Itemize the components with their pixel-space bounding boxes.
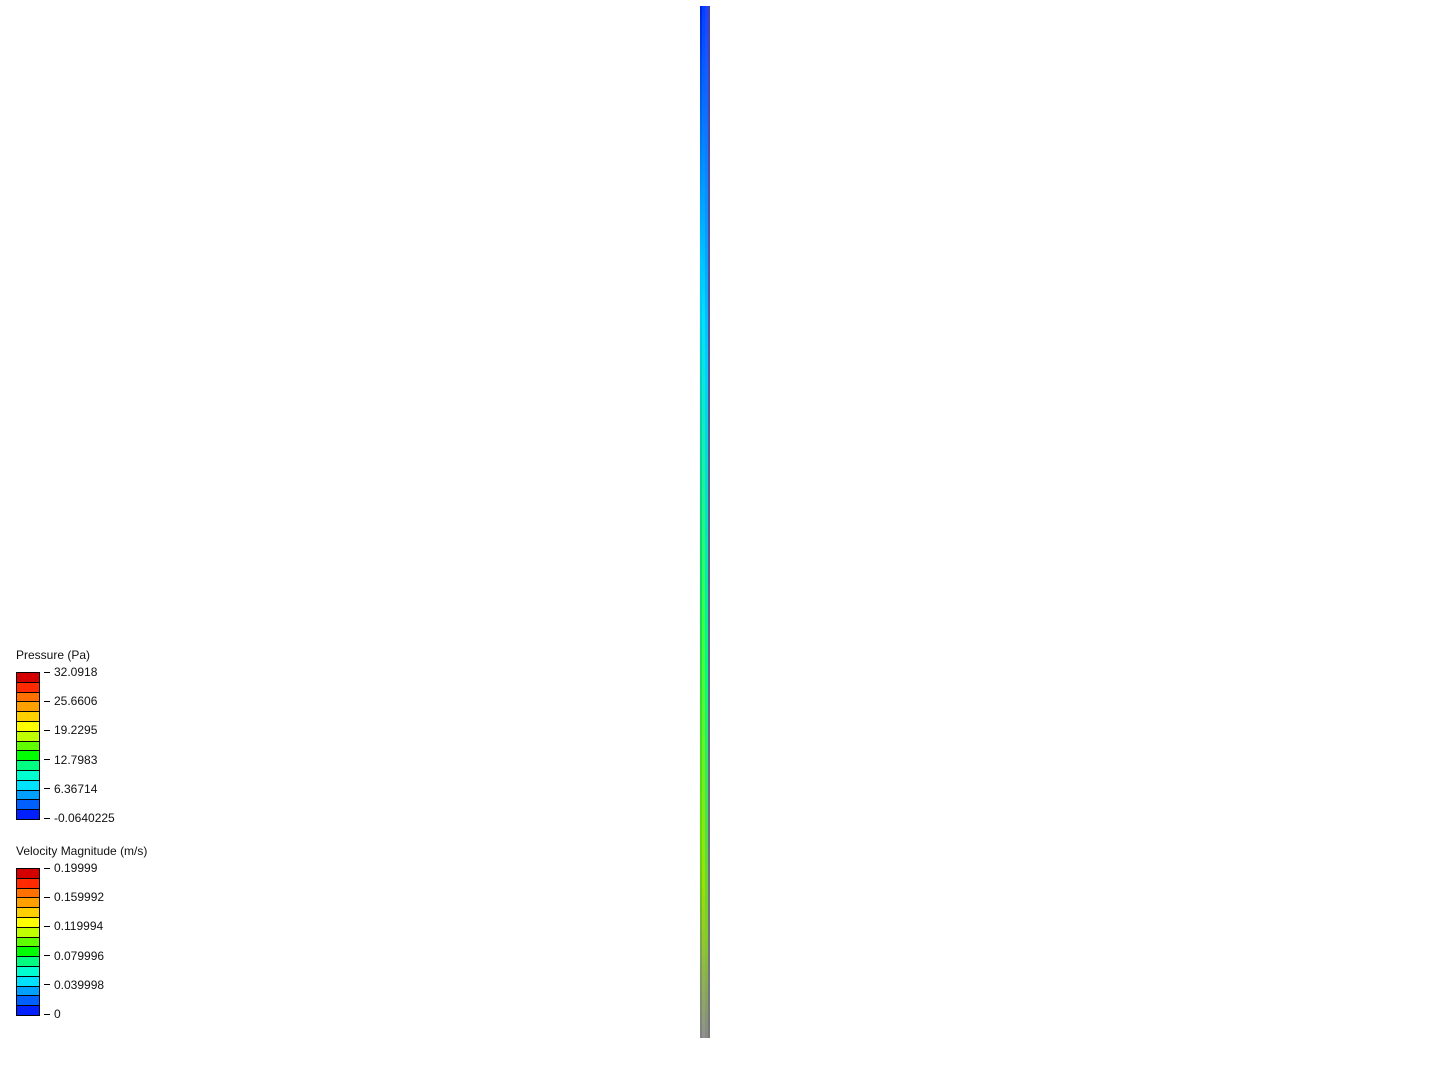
legend-swatch	[17, 742, 39, 752]
legend-body-velocity: 0.199990.1599920.1199940.0799960.0399980	[16, 868, 147, 1016]
legend-swatch	[17, 702, 39, 712]
legend-tick: 0.159992	[44, 890, 104, 904]
legend-swatch	[17, 771, 39, 781]
legend-tick: 32.0918	[44, 665, 97, 679]
legend-swatch	[17, 938, 39, 948]
legend-swatch	[17, 732, 39, 742]
legend-tick-label: 0.119994	[54, 919, 103, 933]
legend-swatch	[17, 673, 39, 683]
legend-swatch	[17, 928, 39, 938]
legend-tick: 0.119994	[44, 919, 103, 933]
legend-swatch	[17, 977, 39, 987]
legend-tick: 12.7983	[44, 753, 97, 767]
legend-tick-label: 0	[54, 1007, 61, 1021]
legend-swatch	[17, 987, 39, 997]
legend-tick-label: 32.0918	[54, 665, 97, 679]
legend-swatch	[17, 996, 39, 1006]
legend-swatch	[17, 683, 39, 693]
legend-swatch	[17, 722, 39, 732]
simulation-strip	[700, 6, 710, 1038]
legend-velocity: Velocity Magnitude (m/s) 0.19999 0.159992 0…	[16, 844, 147, 1016]
legend-tick-label: 25.6606	[54, 694, 97, 708]
legend-ticks-pressure: 32.091825.660619.229512.79836.36714-0.06…	[44, 672, 134, 818]
legend-swatch	[17, 918, 39, 928]
legend-swatch	[17, 791, 39, 801]
legend-ticks-velocity: 0.199990.1599920.1199940.0799960.0399980	[44, 868, 134, 1014]
legend-tick: 19.2295	[44, 723, 97, 737]
legend-tick-label: 12.7983	[54, 753, 97, 767]
legend-tick: 0.039998	[44, 978, 104, 992]
legend-tick: 0.19999	[44, 861, 97, 875]
legend-tick-label: 0.19999	[54, 861, 97, 875]
legend-tick-label: 19.2295	[54, 723, 97, 737]
legend-swatch	[17, 800, 39, 810]
legend-swatch	[17, 957, 39, 967]
legend-colorbar-pressure	[16, 672, 40, 820]
legend-swatch	[17, 810, 39, 819]
legend-title-pressure: Pressure (Pa)	[16, 648, 134, 662]
legend-tick-label: 0.039998	[54, 978, 104, 992]
legend-swatch	[17, 947, 39, 957]
legend-swatch	[17, 781, 39, 791]
legend-tick: 0.079996	[44, 949, 104, 963]
legend-swatch	[17, 751, 39, 761]
legend-colorbar-velocity	[16, 868, 40, 1016]
legend-tick: 0	[44, 1007, 61, 1021]
legend-tick: -0.0640225	[44, 811, 115, 825]
legend-swatch	[17, 712, 39, 722]
legend-tick-label: 0.079996	[54, 949, 104, 963]
legend-tick-label: 0.159992	[54, 890, 104, 904]
legend-tick-label: -0.0640225	[54, 811, 115, 825]
legend-swatch	[17, 908, 39, 918]
legend-pressure: Pressure (Pa) 32.0918 25.6606 19.2295 12.798…	[16, 648, 134, 820]
legend-swatch	[17, 967, 39, 977]
legend-swatch	[17, 889, 39, 899]
sim-column-wall	[708, 6, 710, 1038]
legend-body-pressure: 32.091825.660619.229512.79836.36714-0.06…	[16, 672, 134, 820]
legend-tick: 6.36714	[44, 782, 97, 796]
legend-tick: 25.6606	[44, 694, 97, 708]
simulation-viewport: Pressure (Pa) 32.0918 25.6606 19.2295 12.798…	[0, 0, 1440, 1080]
legend-swatch	[17, 1006, 39, 1015]
legend-swatch	[17, 869, 39, 879]
legend-swatch	[17, 898, 39, 908]
legend-tick-label: 6.36714	[54, 782, 97, 796]
legend-title-velocity: Velocity Magnitude (m/s)	[16, 844, 147, 858]
legend-swatch	[17, 693, 39, 703]
legend-swatch	[17, 761, 39, 771]
legend-swatch	[17, 879, 39, 889]
